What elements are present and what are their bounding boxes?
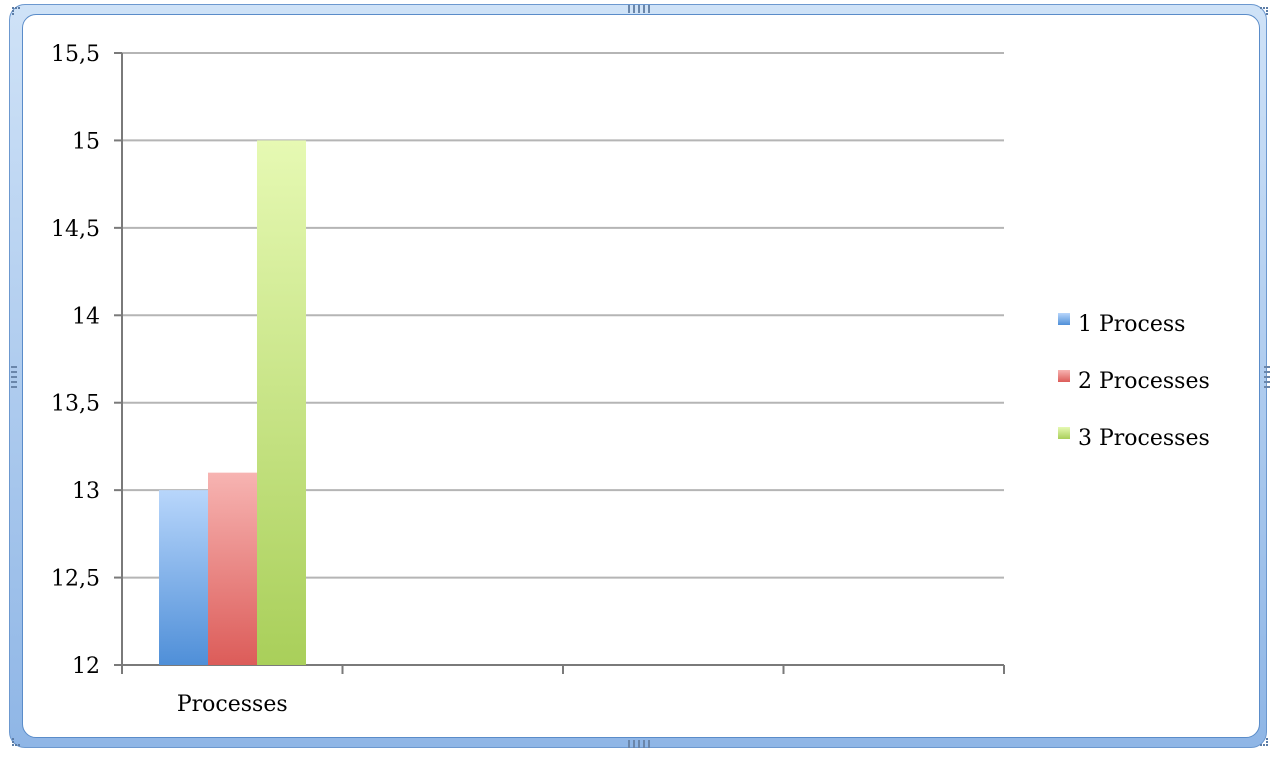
resize-handle-bottom[interactable] — [628, 740, 652, 748]
legend-label-2: 2 Processes — [1078, 369, 1210, 394]
resize-handle-top-left[interactable] — [12, 7, 20, 15]
resize-handle-bottom-left[interactable] — [12, 738, 20, 746]
bar-1 — [159, 490, 208, 665]
x-category-label: Processes — [177, 692, 288, 717]
y-tick-label-5: 14,5 — [51, 217, 100, 242]
resize-handle-top[interactable] — [628, 5, 652, 13]
y-tick-label-0: 12 — [72, 654, 100, 679]
legend-swatch-3 — [1058, 427, 1070, 439]
bar-2 — [208, 472, 257, 665]
y-tick-label-4: 14 — [72, 304, 100, 329]
y-tick-label-7: 15,5 — [51, 42, 100, 67]
y-tick-label-6: 15 — [72, 129, 100, 154]
tick-labels: 12 12,5 13 13,5 14 14,5 15 15,5 Processes — [51, 42, 288, 717]
resize-handle-bottom-right[interactable] — [1260, 738, 1268, 746]
legend: 1 Process 2 Processes 3 Processes — [1058, 312, 1210, 451]
bars — [159, 140, 306, 665]
legend-label-3: 3 Processes — [1078, 426, 1210, 451]
y-tick-label-2: 13 — [72, 479, 100, 504]
y-tick-label-3: 13,5 — [51, 392, 100, 417]
resize-handle-right[interactable] — [1264, 366, 1270, 388]
resize-handle-left[interactable] — [11, 366, 17, 388]
resize-handle-top-right[interactable] — [1260, 7, 1268, 15]
legend-label-1: 1 Process — [1078, 312, 1185, 337]
bar-3 — [257, 140, 306, 665]
legend-swatch-1 — [1058, 313, 1070, 325]
legend-swatch-2 — [1058, 370, 1070, 382]
y-tick-label-1: 12,5 — [51, 567, 100, 592]
